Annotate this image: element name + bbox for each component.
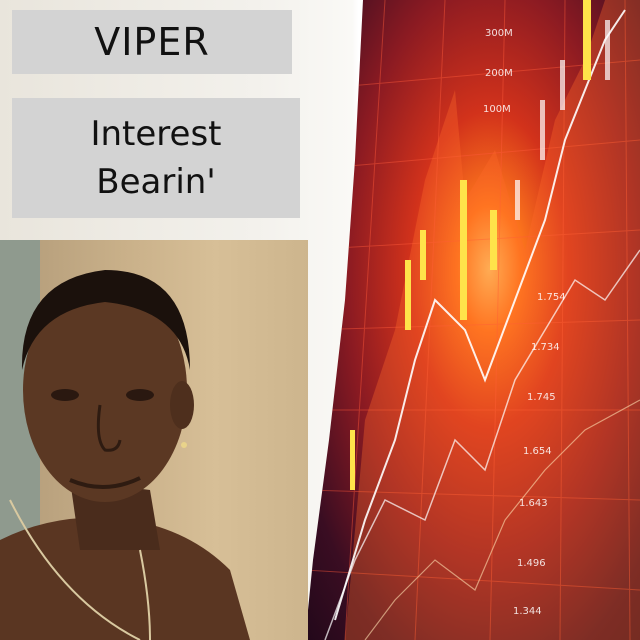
portrait-illustration [0, 270, 250, 640]
album-title-line-1: Interest [90, 114, 222, 154]
stock-chart-artwork: 300M 200M 100M 1.754 1.734 1.745 1.654 1… [305, 0, 640, 640]
tick-label: 1.344 [513, 606, 542, 617]
chart-line-tertiary [364, 399, 640, 640]
artist-portrait [0, 240, 308, 640]
artist-name: VIPER [94, 20, 210, 64]
artist-name-box: VIPER [12, 10, 292, 74]
tick-label: 200M [485, 68, 513, 79]
tick-label: 1.734 [531, 342, 560, 353]
tick-label: 100M [483, 104, 511, 115]
tick-label: 1.745 [527, 392, 556, 403]
album-title-line-2: Bearin' [96, 162, 216, 202]
album-title-box: Interest Bearin' [12, 98, 300, 218]
chart-candlesticks [350, 0, 610, 490]
tick-label: 1.654 [523, 446, 552, 457]
chart-tick-labels: 300M 200M 100M 1.754 1.734 1.745 1.654 1… [483, 28, 566, 617]
chart-line-primary [334, 9, 626, 621]
chart-line-secondary [324, 249, 640, 640]
chart-area-fill [345, 0, 640, 640]
tick-label: 1.496 [517, 558, 546, 569]
stock-chart-graphic: 300M 200M 100M 1.754 1.734 1.745 1.654 1… [305, 0, 640, 640]
tick-label: 1.754 [537, 292, 566, 303]
tick-label: 1.643 [519, 498, 548, 509]
tick-label: 300M [485, 28, 513, 39]
